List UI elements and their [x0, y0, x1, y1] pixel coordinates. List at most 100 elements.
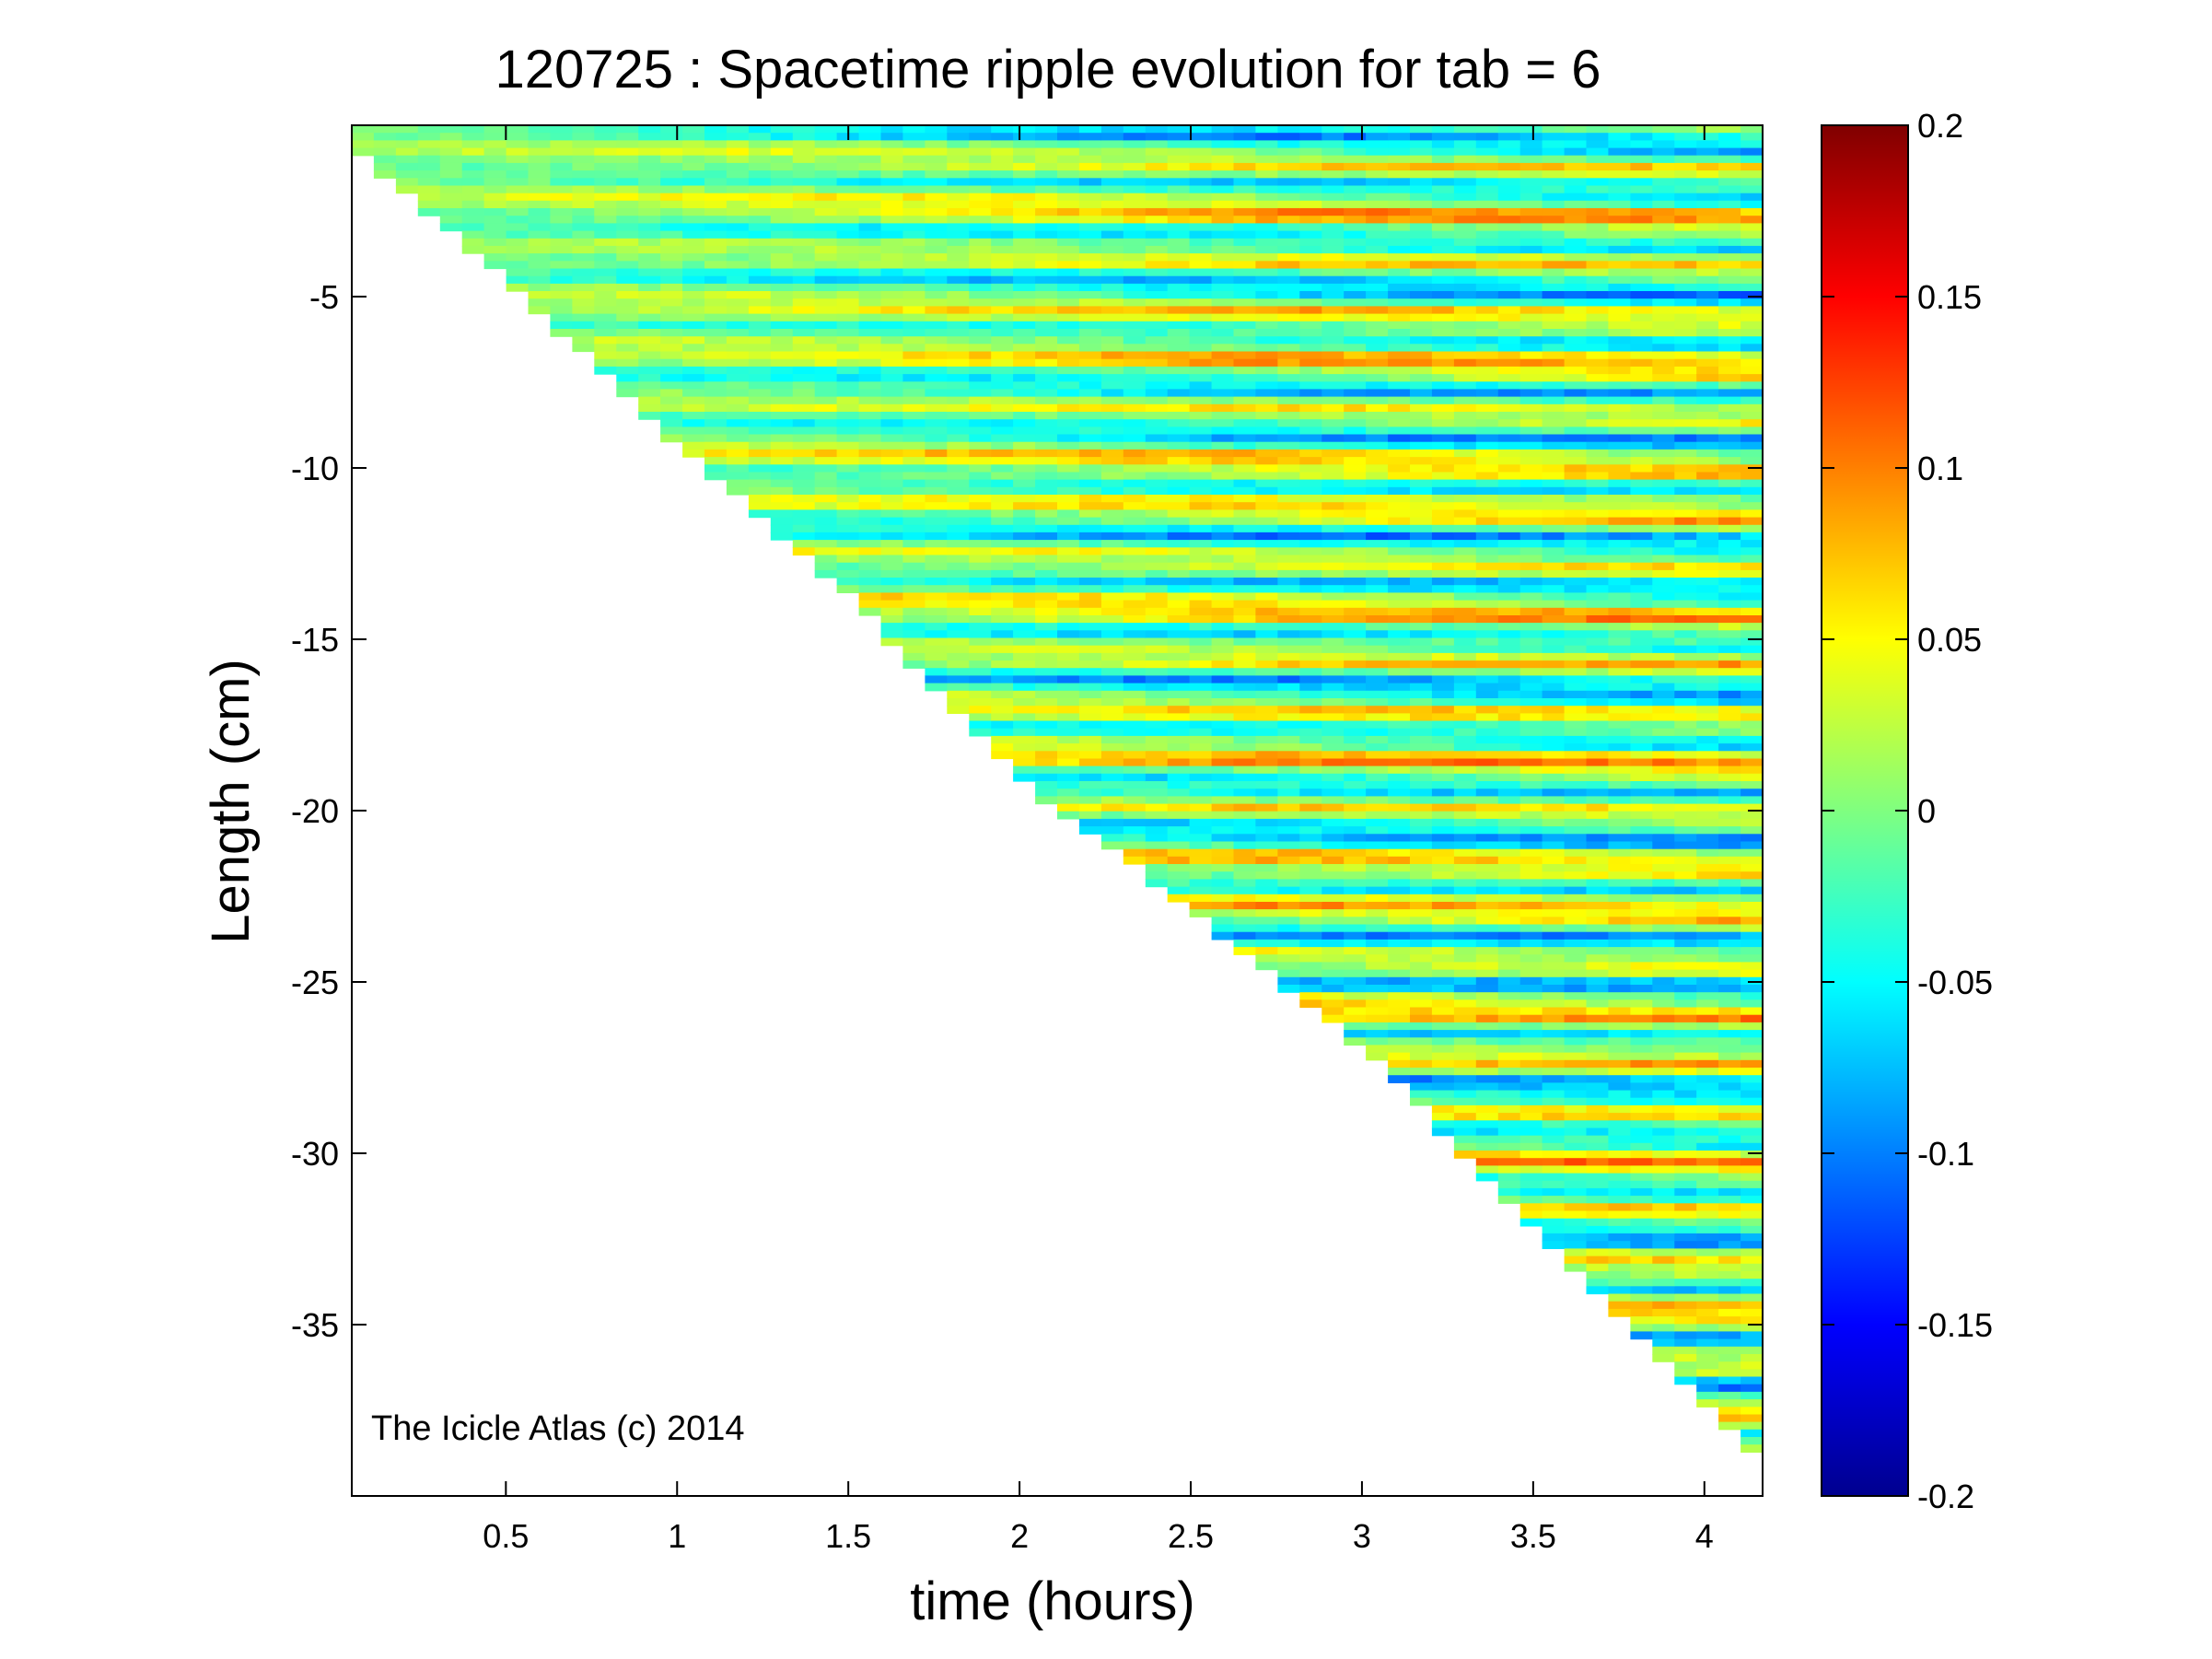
- heatmap-cell: [1519, 652, 1543, 661]
- heatmap-cell: [506, 223, 530, 232]
- heatmap-cell: [572, 155, 595, 164]
- heatmap-cell: [1078, 396, 1102, 405]
- heatmap-cell: [417, 125, 441, 134]
- heatmap-cell: [1035, 683, 1058, 692]
- heatmap-cell: [1123, 449, 1147, 458]
- heatmap-cell: [1608, 1233, 1631, 1242]
- heatmap-cell: [1277, 826, 1300, 835]
- heatmap-cell: [902, 268, 926, 277]
- heatmap-cell: [1586, 735, 1609, 744]
- heatmap-cell: [1277, 162, 1300, 171]
- heatmap-cell: [836, 569, 860, 578]
- heatmap-cell: [880, 403, 903, 413]
- heatmap-cell: [528, 253, 551, 262]
- heatmap-cell: [1542, 834, 1566, 843]
- heatmap-cell: [1453, 728, 1477, 737]
- heatmap-cell: [1475, 532, 1499, 541]
- heatmap-cell: [925, 268, 948, 277]
- heatmap-cell: [1652, 1007, 1675, 1016]
- heatmap-cell: [1167, 668, 1191, 676]
- heatmap-cell: [792, 125, 816, 134]
- heatmap-cell: [1211, 216, 1235, 224]
- heatmap-cell: [1277, 321, 1300, 330]
- heatmap-cell: [660, 245, 683, 254]
- heatmap-cell: [660, 403, 683, 413]
- heatmap-cell: [1013, 358, 1036, 368]
- heatmap-cell: [1519, 947, 1543, 955]
- heatmap-cell: [1475, 517, 1499, 526]
- heatmap-cell: [814, 261, 838, 270]
- heatmap-cell: [792, 200, 816, 209]
- heatmap-cell: [1608, 351, 1631, 360]
- heatmap-cell: [947, 268, 970, 277]
- heatmap-cell: [792, 396, 816, 405]
- heatmap-cell: [1475, 675, 1499, 684]
- heatmap-cell: [1388, 600, 1411, 609]
- heatmap-cell: [704, 434, 728, 443]
- heatmap-cell: [1078, 675, 1102, 684]
- heatmap-cell: [1013, 321, 1036, 330]
- heatmap-cell: [1431, 796, 1455, 805]
- heatmap-cell: [1344, 924, 1367, 933]
- heatmap-cell: [1189, 728, 1213, 737]
- heatmap-cell: [1497, 155, 1521, 164]
- heatmap-cell: [1100, 457, 1124, 465]
- heatmap-cell: [1453, 502, 1477, 510]
- heatmap-cell: [1497, 1007, 1521, 1016]
- heatmap-cell: [1410, 434, 1433, 443]
- heatmap-cell: [704, 261, 728, 270]
- heatmap-cell: [1630, 125, 1653, 134]
- heatmap-cell: [660, 336, 683, 345]
- heatmap-cell: [1321, 495, 1345, 503]
- heatmap-cell: [1630, 1030, 1653, 1038]
- heatmap-cell: [1277, 917, 1300, 926]
- heatmap-cell: [1519, 569, 1543, 578]
- heatmap-cell: [925, 449, 948, 458]
- heatmap-cell: [969, 291, 992, 299]
- heatmap-cell: [991, 728, 1014, 737]
- heatmap-cell: [1167, 509, 1191, 519]
- heatmap-cell: [704, 193, 728, 202]
- heatmap-cell: [1410, 592, 1433, 602]
- heatmap-cell: [1123, 517, 1147, 526]
- heatmap-cell: [925, 358, 948, 368]
- heatmap-cell: [880, 216, 903, 224]
- heatmap-cell: [1410, 758, 1433, 767]
- heatmap-cell: [1674, 178, 1697, 187]
- heatmap-cell: [594, 140, 617, 149]
- heatmap-cell: [1078, 216, 1102, 224]
- heatmap-cell: [1255, 133, 1278, 141]
- heatmap-cell: [572, 313, 595, 322]
- heatmap-cell: [1035, 162, 1058, 171]
- heatmap-cell: [616, 223, 639, 232]
- heatmap-cell: [991, 200, 1014, 209]
- heatmap-cell: [1431, 924, 1455, 933]
- heatmap-cell: [1388, 713, 1411, 722]
- heatmap-cell: [1608, 841, 1631, 850]
- heatmap-cell: [991, 502, 1014, 510]
- heatmap-cell: [1233, 894, 1256, 903]
- heatmap-cell: [1608, 803, 1631, 812]
- heatmap-cell: [1630, 1233, 1653, 1242]
- heatmap-cell: [770, 140, 794, 149]
- heatmap-cell: [1431, 200, 1455, 209]
- heatmap-cell: [1100, 374, 1124, 382]
- heatmap-cell: [1497, 615, 1521, 624]
- heatmap-cell: [1255, 947, 1278, 955]
- heatmap-cell: [1321, 374, 1345, 382]
- heatmap-cell: [1652, 735, 1675, 744]
- heatmap-cell: [660, 351, 683, 360]
- heatmap-cell: [1255, 193, 1278, 202]
- heatmap-cell: [1233, 125, 1256, 134]
- heatmap-cell: [1608, 1263, 1631, 1272]
- heatmap-cell: [1211, 841, 1235, 850]
- heatmap-cell: [814, 486, 838, 496]
- heatmap-cell: [969, 623, 992, 631]
- heatmap-cell: [1189, 690, 1213, 699]
- heatmap-cell: [704, 125, 728, 134]
- heatmap-cell: [1608, 1248, 1631, 1257]
- heatmap-cell: [1475, 486, 1499, 496]
- heatmap-cell: [1608, 1037, 1631, 1046]
- heatmap-cell: [1586, 268, 1609, 277]
- heatmap-cell: [1211, 600, 1235, 609]
